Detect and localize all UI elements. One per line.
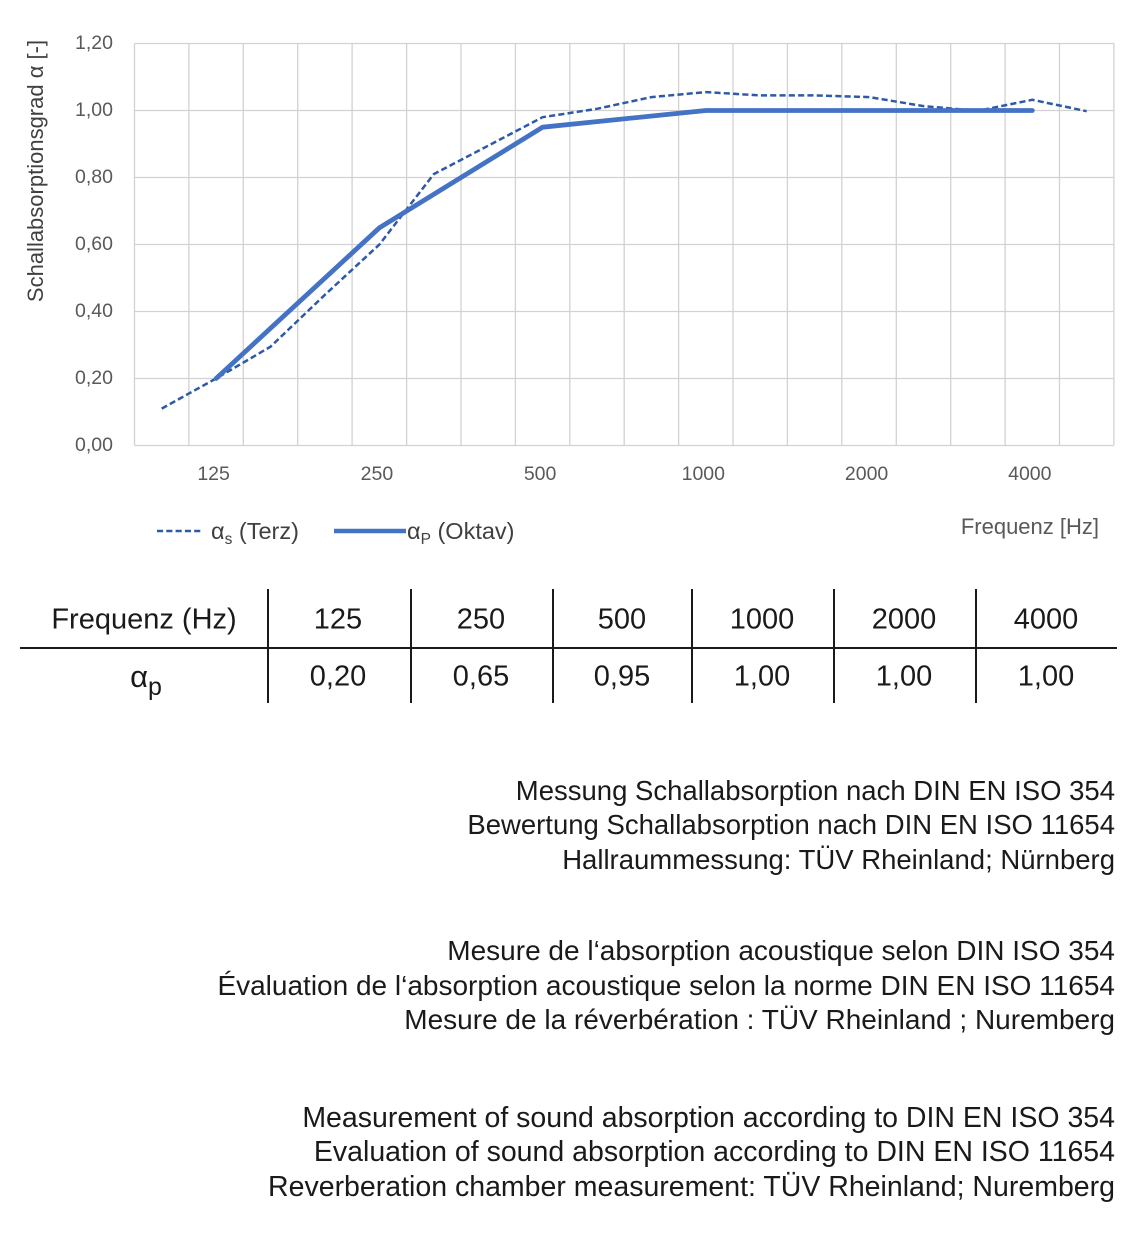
svg-text:0,20: 0,20 [75, 367, 113, 389]
svg-text:αs (Terz): αs (Terz) [211, 518, 299, 548]
svg-text:1,20: 1,20 [75, 32, 113, 54]
svg-text:125: 125 [197, 463, 230, 485]
svg-text:Frequenz [Hz]: Frequenz [Hz] [961, 514, 1099, 539]
svg-text:2000: 2000 [845, 463, 889, 485]
svg-text:0,40: 0,40 [75, 300, 113, 322]
svg-text:500: 500 [524, 463, 557, 485]
svg-text:0,60: 0,60 [75, 233, 113, 255]
svg-text:1,00: 1,00 [75, 99, 113, 121]
svg-text:0,80: 0,80 [75, 166, 113, 188]
svg-text:1000: 1000 [682, 463, 726, 485]
svg-text:250: 250 [361, 463, 394, 485]
svg-text:4000: 4000 [1008, 463, 1052, 485]
svg-text:Schallabsorptionsgrad α [-]: Schallabsorptionsgrad α [-] [23, 40, 48, 302]
svg-text:0,00: 0,00 [75, 434, 113, 456]
svg-text:αP (Oktav): αP (Oktav) [407, 518, 515, 548]
